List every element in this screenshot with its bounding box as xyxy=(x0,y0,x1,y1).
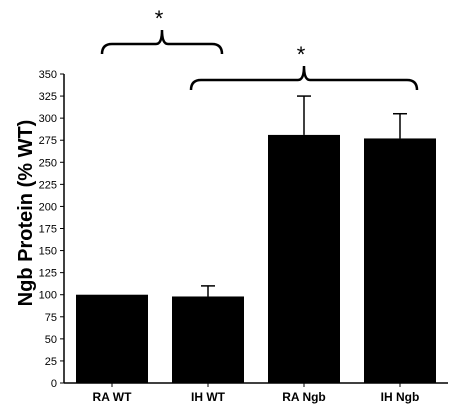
bar xyxy=(76,294,148,383)
bar xyxy=(268,134,340,383)
x-tick-label: RA WT xyxy=(93,390,133,404)
y-tick-label: 300 xyxy=(39,113,57,125)
y-tick-label: 250 xyxy=(39,157,57,169)
bar xyxy=(364,138,436,383)
y-tick-label: 225 xyxy=(39,179,57,191)
y-tick-label: 275 xyxy=(39,135,57,147)
x-tick-label: RA Ngb xyxy=(282,390,326,404)
y-tick-label: 150 xyxy=(39,246,57,258)
y-tick-label: 75 xyxy=(45,312,57,324)
y-tick-label: 50 xyxy=(45,334,57,346)
x-tick-label: IH Ngb xyxy=(381,390,420,404)
y-tick-label: 325 xyxy=(39,91,57,103)
y-tick-label: 175 xyxy=(39,224,57,236)
significance-star: * xyxy=(297,42,306,67)
bar xyxy=(172,296,244,383)
significance-bracket xyxy=(100,29,224,55)
y-axis-title: Ngb Protein (% WT) xyxy=(15,120,37,307)
significance-star: * xyxy=(155,6,164,31)
y-tick-label: 25 xyxy=(45,356,57,368)
significance-bracket xyxy=(189,65,419,91)
x-tick-label: IH WT xyxy=(191,390,226,404)
plot-area: 0 25 50 75 100 125 150 175 200 225 250 275 300 325 350… xyxy=(39,6,448,404)
y-tick-label: 0 xyxy=(51,378,57,390)
y-tick-label: 200 xyxy=(39,201,57,213)
y-tick-label: 125 xyxy=(39,268,57,280)
y-tick-label: 100 xyxy=(39,290,57,302)
y-tick-label: 350 xyxy=(39,69,57,81)
